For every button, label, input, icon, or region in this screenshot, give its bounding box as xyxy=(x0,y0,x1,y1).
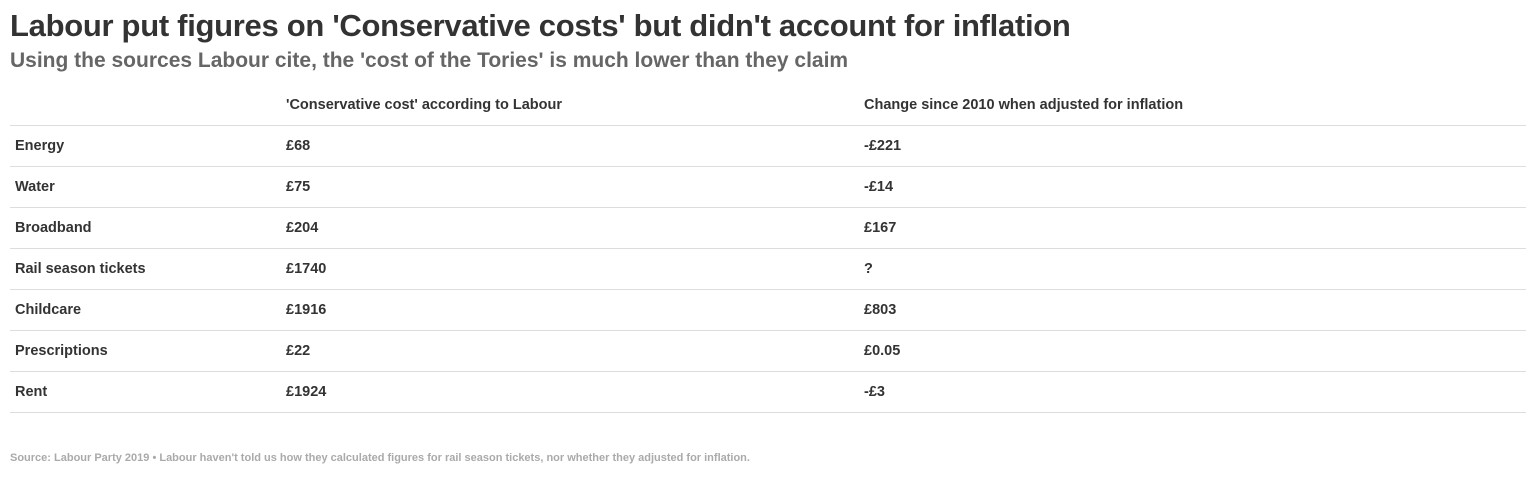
conservative-cost-cell: £204 xyxy=(281,207,859,249)
table-row: Energy £68 -£221 xyxy=(10,125,1526,167)
table-header-row: 'Conservative cost' according to Labour … xyxy=(10,85,1526,126)
inflation-change-cell: -£221 xyxy=(859,125,1526,167)
table-row: Rent £1924 -£3 xyxy=(10,371,1526,413)
header-row-label xyxy=(10,85,281,126)
inflation-change-cell: ? xyxy=(859,248,1526,290)
header-conservative-cost: 'Conservative cost' according to Labour xyxy=(281,85,859,126)
table-row: Childcare £1916 £803 xyxy=(10,289,1526,331)
row-label: Rail season tickets xyxy=(10,248,281,290)
row-label: Water xyxy=(10,166,281,208)
row-label: Childcare xyxy=(10,289,281,331)
conservative-cost-cell: £22 xyxy=(281,330,859,372)
data-table: 'Conservative cost' according to Labour … xyxy=(10,85,1526,413)
table-row: Broadband £204 £167 xyxy=(10,207,1526,249)
header-change-since-2010: Change since 2010 when adjusted for infl… xyxy=(859,85,1526,126)
row-label: Energy xyxy=(10,125,281,167)
inflation-change-cell: £167 xyxy=(859,207,1526,249)
row-label: Broadband xyxy=(10,207,281,249)
row-label: Rent xyxy=(10,371,281,413)
inflation-change-cell: £803 xyxy=(859,289,1526,331)
table-row: Water £75 -£14 xyxy=(10,166,1526,208)
conservative-cost-cell: £75 xyxy=(281,166,859,208)
table-body: Energy £68 -£221 Water £75 -£14 Broadband £204 £… xyxy=(10,125,1526,413)
conservative-cost-cell: £1924 xyxy=(281,371,859,413)
chart-subtitle: Using the sources Labour cite, the 'cost… xyxy=(10,49,849,72)
conservative-cost-cell: £1916 xyxy=(281,289,859,331)
chart-title: Labour put figures on 'Conservative cost… xyxy=(10,8,1071,43)
inflation-change-cell: £0.05 xyxy=(859,330,1526,372)
table-row: Rail season tickets £1740? xyxy=(10,248,1526,290)
row-label: Prescriptions xyxy=(10,330,281,372)
source-footer: Source: Labour Party 2019 • Labour haven… xyxy=(10,452,750,464)
conservative-cost-cell: £1740 xyxy=(281,248,859,290)
conservative-cost-cell: £68 xyxy=(281,125,859,167)
inflation-change-cell: -£14 xyxy=(859,166,1526,208)
table-row: Prescriptions £22 £0.05 xyxy=(10,330,1526,372)
inflation-change-cell: -£3 xyxy=(859,371,1526,413)
